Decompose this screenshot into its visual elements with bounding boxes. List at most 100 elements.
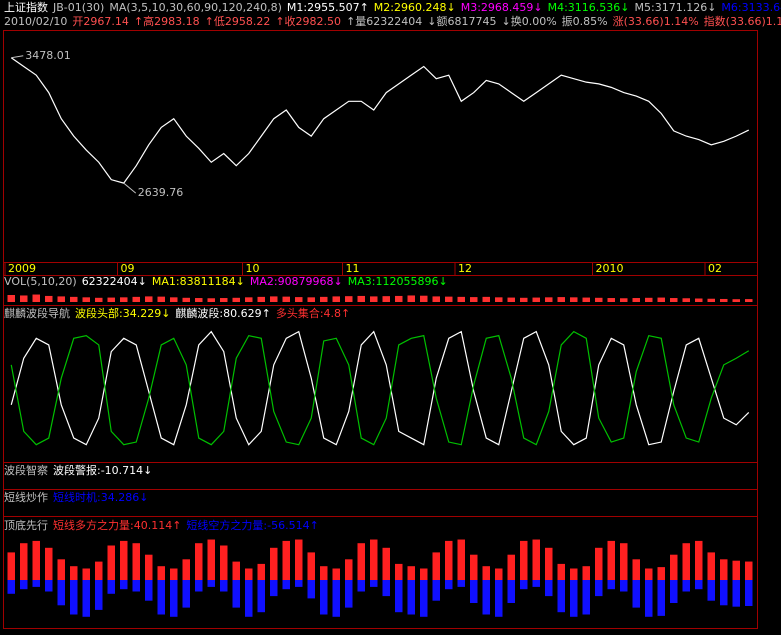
info-item: ↓额6817745 xyxy=(427,15,496,28)
bar xyxy=(457,539,465,580)
bar xyxy=(45,580,53,592)
bar xyxy=(632,580,640,608)
bar xyxy=(245,568,253,580)
info-item: M3:2968.459↓ xyxy=(461,1,543,14)
bar xyxy=(732,560,740,580)
bar xyxy=(445,296,453,302)
bar xyxy=(657,297,665,302)
bar xyxy=(607,580,615,590)
bar xyxy=(532,297,540,302)
bar xyxy=(307,552,315,580)
bar xyxy=(520,540,528,580)
bar xyxy=(545,580,553,597)
bar xyxy=(395,563,403,580)
bar xyxy=(545,547,553,580)
bar xyxy=(420,580,428,617)
bar xyxy=(70,296,78,302)
bar xyxy=(432,552,440,580)
info-item: ↑量62322404 xyxy=(346,15,422,28)
bar xyxy=(95,561,103,580)
bar xyxy=(482,296,490,302)
bar xyxy=(707,298,715,302)
bar xyxy=(607,298,615,302)
info-row: 2010/02/10 开2967.14 ↑高2983.18 ↑低2958.22 ↑收29… xyxy=(4,14,781,28)
bar xyxy=(670,554,678,580)
info-item: 2010/02/10 xyxy=(4,15,67,28)
bar xyxy=(582,580,590,615)
bar xyxy=(182,559,190,580)
bar xyxy=(270,296,278,302)
bar xyxy=(407,295,415,302)
bar xyxy=(145,296,153,302)
annotation: 3478.01 xyxy=(25,49,71,62)
bar xyxy=(282,540,290,580)
legend-item: 短线空方之力量:-56.514↑ xyxy=(186,518,318,532)
bar xyxy=(432,580,440,601)
bar xyxy=(195,298,203,302)
bar xyxy=(145,580,153,601)
bar xyxy=(445,580,453,590)
bar xyxy=(332,580,340,617)
bar xyxy=(170,297,178,302)
bar xyxy=(732,580,740,607)
bar xyxy=(82,568,90,580)
bar xyxy=(182,580,190,608)
bar xyxy=(332,568,340,580)
series-line xyxy=(10,330,750,446)
bar xyxy=(620,298,628,302)
bar xyxy=(582,297,590,302)
bar xyxy=(270,547,278,580)
bar xyxy=(620,543,628,580)
bar xyxy=(695,298,703,302)
legend-item: 短线时机:34.286↓ xyxy=(53,490,148,504)
bar xyxy=(20,543,28,580)
bar xyxy=(345,559,353,580)
legend-item: 麒麟波段:80.629↑ xyxy=(175,306,270,320)
bar xyxy=(507,580,515,603)
bar xyxy=(195,580,203,592)
bar xyxy=(720,298,728,302)
bar xyxy=(170,580,178,617)
date-label: 12 xyxy=(458,262,472,275)
date-label: 2009 xyxy=(8,262,36,275)
bar xyxy=(745,561,753,580)
info-item: 开2967.14 xyxy=(72,15,129,28)
bar xyxy=(482,580,490,615)
bar xyxy=(120,297,128,302)
bar xyxy=(582,566,590,580)
legend-item: 多头集合:4.8↑ xyxy=(276,306,350,320)
legend-item: MA1:83811184↓ xyxy=(152,275,245,288)
bar xyxy=(357,543,365,580)
bar xyxy=(282,580,290,590)
info-item: M6:3133.646↑ xyxy=(721,1,781,14)
bar xyxy=(332,296,340,302)
bar xyxy=(107,580,115,594)
bar xyxy=(32,580,40,587)
bar xyxy=(520,580,528,590)
bar xyxy=(420,568,428,580)
bar xyxy=(745,299,753,302)
bar xyxy=(645,297,653,302)
bar xyxy=(370,296,378,302)
bar xyxy=(132,543,140,580)
bar xyxy=(532,539,540,580)
bar xyxy=(470,297,478,302)
bar xyxy=(395,580,403,613)
bar xyxy=(370,580,378,587)
bar xyxy=(20,295,28,302)
bar xyxy=(370,539,378,580)
bar xyxy=(357,295,365,302)
bar xyxy=(695,540,703,580)
date-label: 02 xyxy=(708,262,722,275)
legend-item: 波段头部:34.229↓ xyxy=(75,306,170,320)
bar xyxy=(657,580,665,616)
bar xyxy=(707,580,715,601)
bar xyxy=(232,297,240,302)
info-item: ↑收2982.50 xyxy=(275,14,341,28)
date-label: 2010 xyxy=(596,262,624,275)
bar xyxy=(132,580,140,592)
bar xyxy=(157,566,165,580)
bar xyxy=(295,580,303,587)
panel-title: 波段智察 波段警报:-10.714↓ xyxy=(4,463,152,477)
